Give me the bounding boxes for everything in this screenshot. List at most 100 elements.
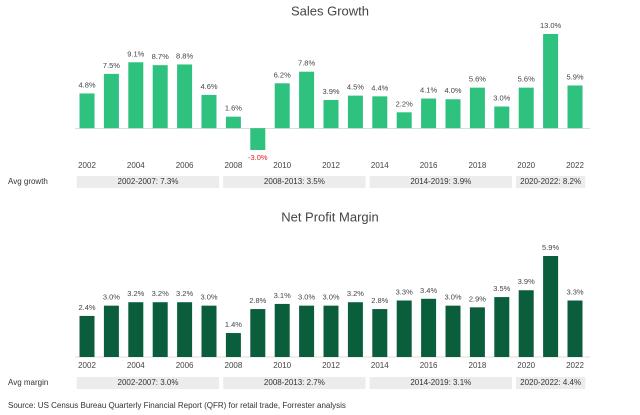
bar: [79, 93, 95, 129]
source-note: Source: US Census Bureau Quarterly Finan…: [8, 401, 346, 410]
bar: [518, 87, 534, 129]
bar: [396, 112, 412, 129]
data-label: 3.0%: [200, 293, 217, 302]
data-label: 2.8%: [371, 296, 388, 305]
data-label: 1.4%: [225, 320, 242, 329]
average-band: [369, 377, 512, 389]
data-label: 8.8%: [176, 51, 193, 60]
x-tick-label: 2004: [127, 361, 145, 370]
x-tick-label: 2002: [78, 161, 96, 170]
average-row-label: Avg growth: [8, 177, 48, 186]
data-label: 3.0%: [298, 293, 315, 302]
x-tick-label: 2018: [469, 361, 487, 370]
bar: [323, 305, 339, 357]
x-tick-label: 2014: [371, 361, 389, 370]
x-tick-label: 2020: [517, 161, 535, 170]
average-band: [76, 377, 220, 389]
average-band: [76, 176, 220, 188]
bar: [201, 305, 217, 357]
bar: [274, 303, 290, 357]
data-label: 4.4%: [371, 83, 388, 92]
bar: [347, 95, 363, 129]
bar: [421, 98, 437, 129]
x-tick-label: 2012: [322, 161, 340, 170]
bar: [323, 99, 339, 129]
bar: [469, 307, 485, 357]
data-label: 2.8%: [249, 296, 266, 305]
bar: [494, 106, 510, 129]
bar: [201, 94, 217, 129]
data-label: 4.5%: [347, 83, 364, 92]
average-value: 2002-2007: 3.0%: [118, 378, 179, 387]
bar: [396, 300, 412, 357]
data-label: 4.0%: [444, 86, 461, 95]
data-label: 3.2%: [176, 289, 193, 298]
data-label: 3.9%: [322, 87, 339, 96]
bar: [347, 302, 363, 357]
bar: [372, 309, 388, 357]
data-label: 3.2%: [152, 289, 169, 298]
x-tick-label: 2022: [566, 161, 584, 170]
average-value: 2014-2019: 3.9%: [410, 177, 471, 186]
bar: [445, 99, 461, 129]
data-label: 5.9%: [542, 243, 559, 252]
data-label: 7.5%: [103, 61, 120, 70]
x-tick-label: 2002: [78, 361, 96, 370]
data-label: 3.4%: [420, 286, 437, 295]
bar: [103, 73, 119, 129]
average-value: 2008-2013: 2.7%: [264, 378, 325, 387]
data-label: 5.6%: [518, 75, 535, 84]
bar: [372, 96, 388, 129]
bar: [103, 305, 119, 357]
average-value: 2014-2019: 3.1%: [410, 378, 471, 387]
data-label: 3.2%: [127, 289, 144, 298]
data-label: 4.8%: [78, 80, 95, 89]
x-tick-label: 2018: [469, 161, 487, 170]
bar: [128, 302, 144, 357]
bar: [225, 333, 241, 357]
data-label: 3.0%: [444, 293, 461, 302]
data-label: 3.1%: [274, 291, 291, 300]
average-band: [516, 176, 586, 188]
average-value: 2020-2022: 4.4%: [520, 378, 581, 387]
data-label: 3.9%: [518, 277, 535, 286]
data-label: 4.6%: [200, 82, 217, 91]
data-label: 5.9%: [566, 72, 583, 81]
chart-title: Sales Growth: [291, 3, 369, 18]
data-label: 3.3%: [396, 287, 413, 296]
average-value: 2002-2007: 7.3%: [118, 177, 179, 186]
average-row-label: Avg margin: [8, 378, 48, 387]
bar: [299, 71, 315, 129]
data-label: 3.2%: [347, 289, 364, 298]
x-tick-label: 2016: [420, 361, 438, 370]
average-band: [369, 176, 512, 188]
data-label: 5.6%: [469, 75, 486, 84]
x-tick-label: 2008: [225, 161, 243, 170]
average-band: [516, 377, 586, 389]
x-tick-label: 2006: [176, 161, 194, 170]
bar: [79, 315, 95, 357]
x-tick-label: 2020: [517, 361, 535, 370]
data-label: 4.1%: [420, 86, 437, 95]
x-tick-label: 2010: [273, 361, 291, 370]
bar: [225, 116, 241, 129]
data-label: 3.3%: [566, 287, 583, 296]
x-tick-label: 2004: [127, 161, 145, 170]
data-label: 3.0%: [322, 293, 339, 302]
data-label: 2.2%: [396, 99, 413, 108]
data-label: 13.0%: [540, 21, 562, 30]
bar: [518, 290, 534, 357]
data-label: 2.4%: [78, 303, 95, 312]
bar: [177, 64, 193, 129]
bar: [543, 256, 559, 357]
bar: [152, 302, 168, 357]
bar: [274, 83, 290, 129]
x-tick-label: 2016: [420, 161, 438, 170]
data-label: 1.6%: [225, 104, 242, 113]
bar: [567, 300, 583, 357]
data-label: -3.0%: [248, 153, 268, 162]
bar: [299, 305, 315, 357]
bar: [128, 62, 144, 129]
data-label: 7.8%: [298, 59, 315, 68]
